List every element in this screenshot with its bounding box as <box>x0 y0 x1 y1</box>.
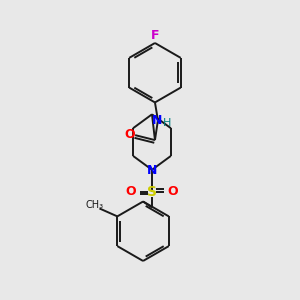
Text: O: O <box>126 185 136 198</box>
Text: N: N <box>152 114 162 127</box>
Text: N: N <box>147 164 157 177</box>
Text: S: S <box>147 184 157 199</box>
Text: CH₃: CH₃ <box>85 200 103 211</box>
Text: O: O <box>124 128 134 141</box>
Text: O: O <box>167 185 178 198</box>
Text: F: F <box>151 28 159 42</box>
Text: H: H <box>163 118 171 128</box>
